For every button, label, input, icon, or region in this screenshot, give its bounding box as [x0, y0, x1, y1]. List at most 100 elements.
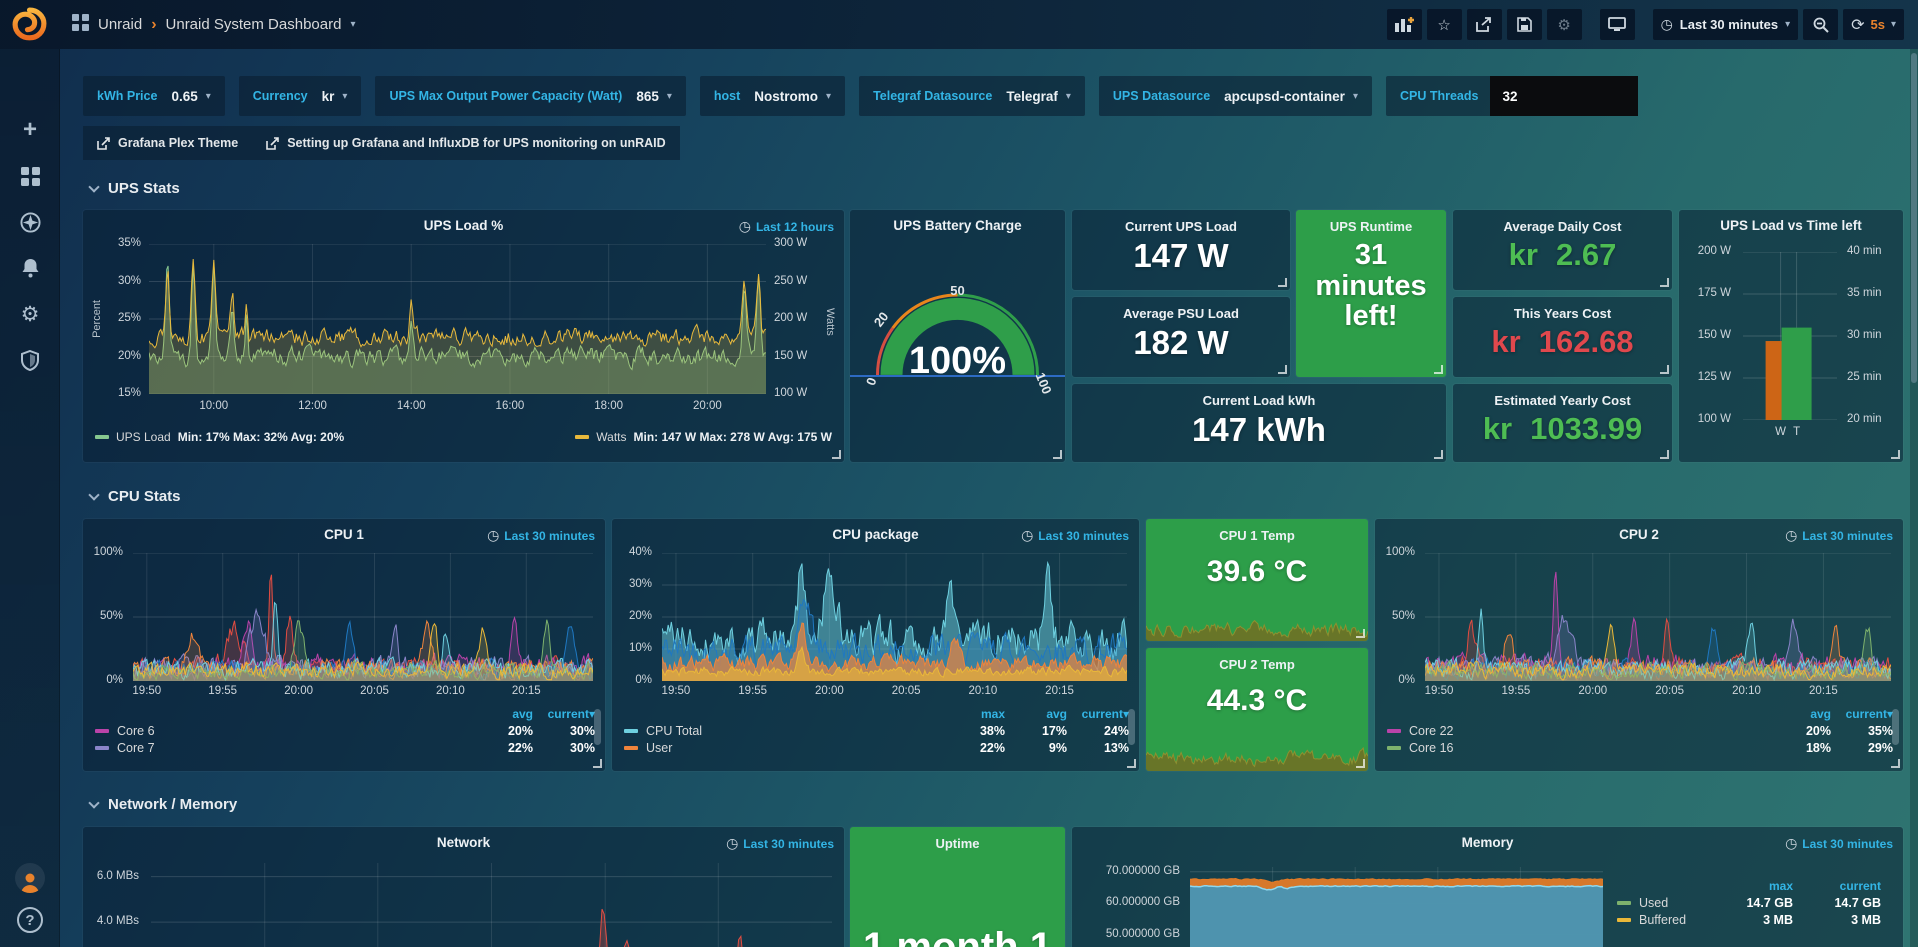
- legend-column-header[interactable]: current▾: [547, 707, 595, 721]
- add-panel-button[interactable]: [1386, 9, 1422, 40]
- legend-series-name[interactable]: Core 16: [1387, 741, 1769, 755]
- dashboard-dropdown-caret[interactable]: ▾: [350, 19, 356, 30]
- legend-column-header[interactable]: current▾: [1845, 707, 1893, 721]
- panel-uptime: Uptime 1 month 1: [850, 827, 1065, 947]
- panel-title[interactable]: Current Load kWh: [1202, 393, 1316, 408]
- panel-title[interactable]: This Years Cost: [1513, 306, 1612, 321]
- panel-title[interactable]: UPS Load vs Time left: [1720, 218, 1862, 233]
- dashboard-link[interactable]: Grafana Plex Theme: [83, 126, 253, 160]
- dashboards-icon[interactable]: [0, 153, 60, 199]
- panel-title[interactable]: Uptime: [935, 836, 980, 851]
- variable-telegraf-datasource[interactable]: Telegraf Datasource Telegraf ▾: [859, 76, 1085, 116]
- legend-series-name[interactable]: Watts: [596, 430, 627, 444]
- panel-title[interactable]: Estimated Yearly Cost: [1494, 393, 1631, 408]
- panel-ups-load-vs-time-left: UPS Load vs Time left 200 W 175 W 150 W 125…: [1679, 210, 1903, 462]
- legend-column-header[interactable]: avg: [512, 707, 533, 721]
- legend-scrollbar[interactable]: [1128, 709, 1135, 745]
- breadcrumb-dashboard[interactable]: Unraid System Dashboard: [165, 16, 342, 33]
- dashboards-grid-icon[interactable]: [72, 13, 89, 36]
- variable-input[interactable]: 32: [1490, 76, 1639, 116]
- legend-series-name[interactable]: UPS Load: [116, 430, 171, 444]
- battery-gauge[interactable]: 0 20 50 100 100%: [850, 240, 1065, 430]
- cpu2-chart[interactable]: [1424, 552, 1892, 682]
- network-chart[interactable]: [151, 863, 832, 947]
- refresh-button[interactable]: ⟳ 5s ▾: [1843, 9, 1904, 40]
- panel-title[interactable]: CPU 1: [324, 527, 364, 542]
- dashboard-link[interactable]: Setting up Grafana and InfluxDB for UPS …: [252, 126, 680, 160]
- legend-series-name[interactable]: User: [624, 741, 943, 755]
- help-icon[interactable]: ?: [17, 907, 43, 933]
- legend-scrollbar[interactable]: [1892, 709, 1899, 745]
- legend-scrollbar[interactable]: [594, 709, 601, 745]
- panel-title[interactable]: Memory: [1461, 835, 1514, 850]
- time-range-picker[interactable]: ◷ Last 30 minutes ▾: [1652, 9, 1799, 40]
- legend-series-name[interactable]: Buffered: [1617, 913, 1705, 927]
- legend-column-header[interactable]: avg: [1046, 707, 1067, 721]
- section-cpu-stats[interactable]: CPU Stats: [88, 488, 181, 505]
- refresh-interval[interactable]: 5s: [1870, 17, 1885, 32]
- variable-value[interactable]: 865: [636, 88, 659, 104]
- grafana-logo-icon[interactable]: [11, 6, 48, 43]
- ups-load-chart[interactable]: [148, 243, 767, 395]
- tv-mode-icon[interactable]: [1599, 9, 1635, 40]
- panel-title[interactable]: CPU 2 Temp: [1219, 657, 1295, 672]
- panel-title[interactable]: UPS Battery Charge: [893, 218, 1022, 233]
- legend-series-name[interactable]: Core 22: [1387, 724, 1769, 738]
- configuration-gear-icon[interactable]: ⚙: [20, 302, 40, 326]
- axis-tick-label: 20:05: [360, 685, 389, 697]
- server-admin-shield-icon[interactable]: [0, 337, 60, 383]
- panel-title[interactable]: CPU 2: [1619, 527, 1659, 542]
- panel-title[interactable]: CPU package: [832, 527, 919, 542]
- variable-ups-datasource[interactable]: UPS Datasource apcupsd-container ▾: [1098, 76, 1372, 116]
- cpu-package-chart[interactable]: [661, 552, 1128, 682]
- panel-title[interactable]: Network: [436, 835, 491, 850]
- alerting-bell-icon[interactable]: [0, 245, 60, 291]
- memory-chart[interactable]: [1189, 867, 1604, 947]
- load-vs-time-bar-chart[interactable]: [1743, 251, 1837, 421]
- variable-value[interactable]: 0.65: [171, 88, 198, 104]
- legend-series-name[interactable]: Core 6: [95, 724, 471, 738]
- share-button[interactable]: [1466, 9, 1502, 40]
- legend-series-name[interactable]: Core 7: [95, 741, 471, 755]
- variable-value[interactable]: Nostromo: [754, 88, 819, 104]
- save-button[interactable]: [1506, 9, 1542, 40]
- legend-series-name[interactable]: CPU Total: [624, 724, 943, 738]
- cpu1-chart[interactable]: [132, 552, 594, 682]
- panel-ups-load-graph: UPS Load % ◷ Last 12 hours Percent Watts …: [83, 210, 844, 462]
- threshold-line: [850, 375, 1065, 377]
- page-scrollbar[interactable]: [1910, 49, 1918, 947]
- variable-kwh-price[interactable]: kWh Price 0.65 ▾: [83, 76, 225, 116]
- variable-value[interactable]: Telegraf: [1006, 88, 1058, 104]
- legend-column-header[interactable]: current: [1839, 879, 1881, 893]
- section-network-memory[interactable]: Network / Memory: [88, 796, 237, 813]
- panel-title[interactable]: Current UPS Load: [1125, 219, 1237, 234]
- legend-column-header[interactable]: avg: [1810, 707, 1831, 721]
- panel-title[interactable]: Average Daily Cost: [1503, 219, 1622, 234]
- variable-value[interactable]: kr: [321, 88, 335, 104]
- legend-column-header[interactable]: max: [980, 707, 1005, 721]
- scrollbar-thumb[interactable]: [1911, 53, 1917, 383]
- dashboard-settings-icon[interactable]: ⚙: [1546, 9, 1582, 40]
- variable-host[interactable]: host Nostromo ▾: [699, 76, 846, 116]
- legend-column-header[interactable]: max: [1768, 879, 1793, 893]
- panel-current-load-kwh: Current Load kWh 147 kWh: [1072, 384, 1446, 462]
- legend-column-header[interactable]: current▾: [1081, 707, 1129, 721]
- axis-tick-label: W: [1775, 426, 1787, 438]
- create-icon[interactable]: +: [22, 116, 37, 143]
- zoom-out-button[interactable]: [1803, 9, 1839, 40]
- breadcrumb-app[interactable]: Unraid: [98, 16, 143, 33]
- variable-ups-max-output-power-capacity-watt-[interactable]: UPS Max Output Power Capacity (Watt) 865 ▾: [375, 76, 686, 116]
- panel-title[interactable]: UPS Load %: [423, 218, 504, 233]
- explore-compass-icon[interactable]: [0, 199, 60, 245]
- panel-title[interactable]: UPS Runtime: [1329, 219, 1413, 234]
- variable-currency[interactable]: Currency kr ▾: [238, 76, 362, 116]
- section-ups-stats[interactable]: UPS Stats: [88, 180, 180, 197]
- legend-series-name[interactable]: Used: [1617, 896, 1705, 910]
- variable-cpu-threads[interactable]: CPU Threads 32: [1385, 76, 1639, 116]
- axis-tick-label: 16:00: [495, 400, 525, 412]
- user-avatar[interactable]: [15, 863, 45, 893]
- variable-value[interactable]: apcupsd-container: [1224, 88, 1345, 104]
- star-button[interactable]: ☆: [1426, 9, 1462, 40]
- panel-title[interactable]: CPU 1 Temp: [1219, 528, 1295, 543]
- panel-title[interactable]: Average PSU Load: [1123, 306, 1239, 321]
